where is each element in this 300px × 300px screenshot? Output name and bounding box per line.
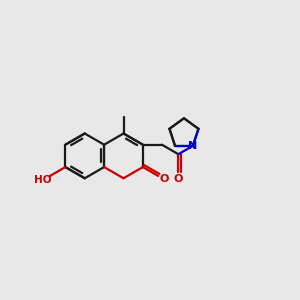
Text: HO: HO [34, 175, 52, 185]
Text: N: N [188, 141, 197, 151]
Text: O: O [174, 174, 183, 184]
Text: O: O [160, 174, 169, 184]
